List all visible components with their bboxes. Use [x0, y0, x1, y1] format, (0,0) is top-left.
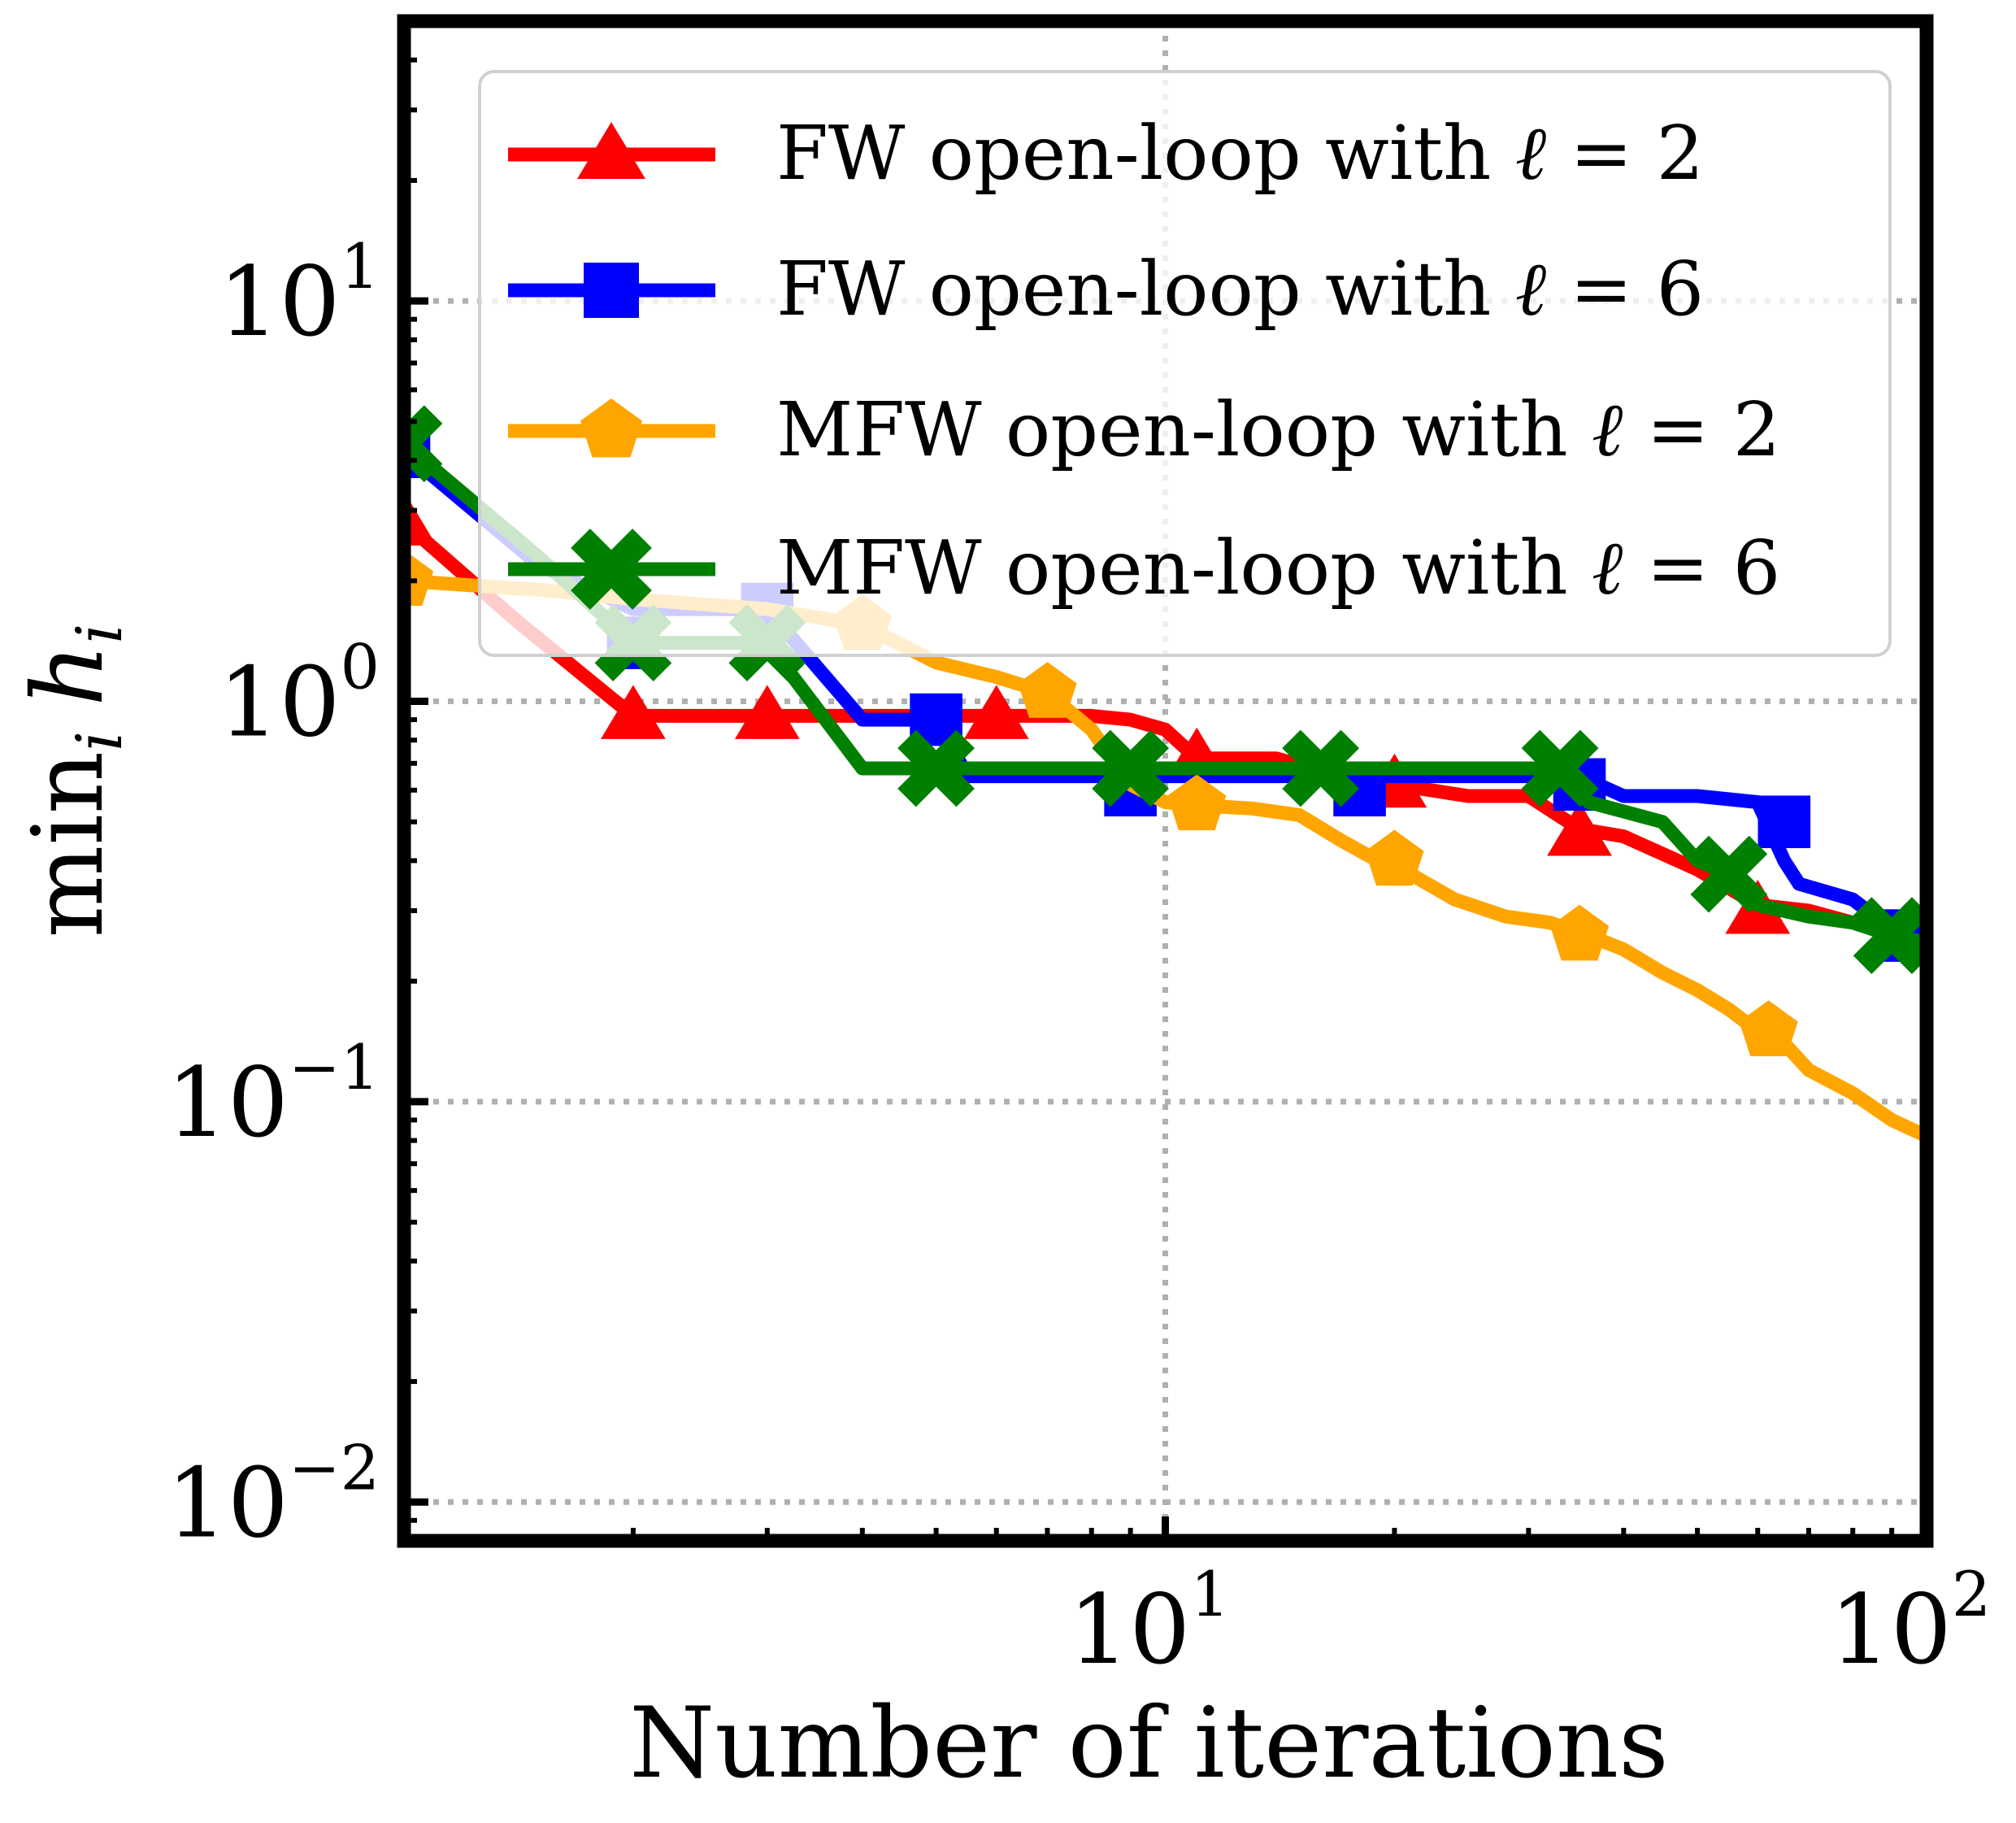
x-axis-label: Number of iterations [629, 1687, 1668, 1800]
series-3-marker [1549, 904, 1610, 961]
series-3-marker [1018, 662, 1077, 718]
legend-entry-3: MFW open-loop with ℓ = 2 [508, 386, 1780, 473]
series-2-line [404, 446, 1927, 949]
series-layer [404, 405, 1927, 1143]
legend-label-2: FW open-loop with ℓ = 6 [776, 246, 1704, 333]
y-tick-label-2: 10−1 [167, 1031, 380, 1159]
series-1-marker [963, 685, 1029, 739]
legend-marker-3 [580, 398, 643, 458]
legend-marker-1 [577, 122, 645, 179]
axes: 101 100 10−1 10−2 101 102 Number of iterations… [12, 14, 1992, 1800]
legend-marker-2 [584, 263, 639, 318]
legend-marker-4 [571, 529, 652, 610]
series-3-marker [404, 550, 434, 607]
legend: FW open-loop with ℓ = 2 FW open-loop with… [478, 70, 1892, 657]
series-1-marker [601, 685, 666, 739]
x-tick-label-1: 102 [1830, 1558, 1992, 1686]
series-3-marker [1365, 829, 1424, 886]
series-4-marker [1092, 729, 1170, 807]
series-3-marker [1739, 1000, 1798, 1056]
legend-label-1: FW open-loop with ℓ = 2 [776, 110, 1704, 197]
series-1-marker [734, 685, 800, 739]
legend-entry-4: MFW open-loop with ℓ = 6 [508, 524, 1780, 611]
x-tick-label-0: 101 [1068, 1558, 1230, 1686]
legend-entry-1: FW open-loop with ℓ = 2 [508, 110, 1704, 197]
legend-label-4: MFW open-loop with ℓ = 6 [776, 524, 1780, 611]
series-3 [404, 550, 1927, 1143]
series-4-marker [897, 729, 975, 807]
series-4-marker [404, 405, 443, 483]
series-3-marker [1167, 774, 1227, 831]
y-axis-label: minihi [12, 624, 137, 938]
series-4-marker [1282, 729, 1360, 807]
legend-box [478, 70, 1892, 657]
series-1-marker [404, 491, 437, 546]
series-4-marker [1521, 729, 1599, 807]
legend-entry-2: FW open-loop with ℓ = 6 [508, 246, 1704, 333]
series-4-marker [1690, 835, 1768, 913]
y-tick-label-1: 100 [218, 631, 380, 759]
series-1-marker [1547, 801, 1612, 856]
legend-label-3: MFW open-loop with ℓ = 2 [776, 386, 1780, 473]
y-tick-label-0: 101 [218, 230, 380, 358]
y-tick-label-3: 10−2 [167, 1431, 380, 1559]
series-4-marker [1853, 897, 1927, 974]
series-2-marker [1757, 795, 1811, 849]
